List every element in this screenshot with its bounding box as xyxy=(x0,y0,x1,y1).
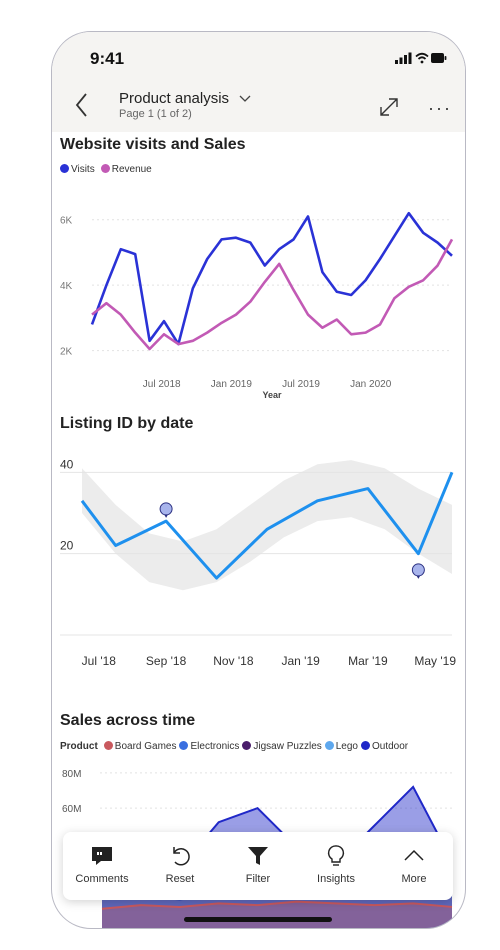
legend-item-lego[interactable]: Lego xyxy=(324,741,358,752)
expand-icon xyxy=(380,98,398,116)
legend-dot-icon xyxy=(179,741,189,750)
y-tick-label: 40 xyxy=(60,457,74,471)
filter-button[interactable]: Filter xyxy=(219,832,297,900)
legend-item-board-games[interactable]: Board Games xyxy=(103,741,176,752)
x-tick-label: May '19 xyxy=(414,654,456,668)
anomaly-marker xyxy=(411,563,425,577)
reset-label: Reset xyxy=(165,873,195,885)
x-tick-label: Sep '18 xyxy=(146,654,187,668)
comments-label: Comments xyxy=(75,873,129,885)
legend-item-visits[interactable]: Visits xyxy=(60,164,95,175)
reset-button[interactable]: Reset xyxy=(141,832,219,900)
x-tick-label: Jan '19 xyxy=(281,654,320,668)
y-tick-label: 2K xyxy=(60,347,73,358)
expected-range-band xyxy=(82,460,452,591)
phone-frame: 9:41 Product analysis xyxy=(51,31,466,929)
bottom-toolbar: Comments Reset Filter Insights xyxy=(63,832,453,900)
legend-dot-icon xyxy=(103,741,113,750)
legend-item-electronics[interactable]: Electronics xyxy=(179,741,239,752)
anomaly-marker xyxy=(159,502,173,516)
insights-label: Insights xyxy=(317,873,355,885)
y-tick-label: 20 xyxy=(60,539,74,553)
x-tick-label: Jul 2018 xyxy=(143,379,181,390)
filter-label: Filter xyxy=(245,873,271,885)
chart1-legend: Visits Revenue xyxy=(60,164,152,175)
signal-icon xyxy=(395,52,412,64)
chart3-title: Sales across time xyxy=(60,712,196,729)
x-tick-label: Mar '19 xyxy=(348,654,388,668)
more-button[interactable]: More xyxy=(375,832,453,900)
legend-dot-icon xyxy=(100,164,110,173)
x-tick-label: Nov '18 xyxy=(213,654,254,668)
y-tick-label: 80M xyxy=(62,769,81,780)
filter-icon xyxy=(248,847,268,865)
x-tick-label: Jan 2019 xyxy=(211,379,253,390)
more-label: More xyxy=(401,873,427,885)
chevron-down-icon xyxy=(239,90,251,107)
y-tick-label: 60M xyxy=(62,804,81,815)
header-bar xyxy=(52,32,465,132)
legend-item-jigsaw-puzzles[interactable]: Jigsaw Puzzles xyxy=(242,741,322,752)
status-icons xyxy=(395,51,447,70)
series-line-board-games xyxy=(101,900,453,910)
x-axis-title: Year xyxy=(262,390,282,400)
legend-dot-icon xyxy=(361,741,370,750)
series-line-visits xyxy=(90,211,453,346)
status-time: 9:41 xyxy=(90,49,125,68)
expand-button[interactable] xyxy=(376,94,402,120)
y-tick-label: 4K xyxy=(60,281,73,292)
chart1-title: Website visits and Sales xyxy=(60,136,246,153)
more-options-button[interactable]: ··· xyxy=(428,98,452,118)
insights-button[interactable]: Insights xyxy=(297,832,375,900)
report-title-dropdown[interactable]: Product analysis Page 1 (1 of 2) xyxy=(119,90,251,120)
x-tick-label: Jul 2019 xyxy=(282,379,320,390)
chart2-title: Listing ID by date xyxy=(60,415,194,432)
chart3-legend: Product Board Games Electronics Jigsaw Puz… xyxy=(60,741,411,752)
series-line xyxy=(80,471,454,580)
home-indicator xyxy=(184,917,332,922)
y-tick-label: 6K xyxy=(60,216,73,227)
chevron-left-icon xyxy=(75,93,87,117)
x-tick-label: Jul '18 xyxy=(82,654,117,668)
page-subtitle: Page 1 (1 of 2) xyxy=(119,108,192,120)
comment-icon xyxy=(92,847,112,865)
chart1-plot[interactable]: 6K 4K 2K Jul 2018 Jan 2019 Jul 2019 Jan 2020 Ye… xyxy=(52,182,465,404)
reset-icon xyxy=(173,847,190,866)
legend-item-revenue[interactable]: Revenue xyxy=(100,164,152,175)
back-button[interactable] xyxy=(72,90,92,120)
page-title: Product analysis xyxy=(119,90,230,107)
chart2-plot[interactable]: 40 20 Jul '18 Sep '18 Nov '18 Jan '19 Mar '19 M… xyxy=(52,440,465,680)
legend-dot-icon xyxy=(324,741,334,750)
x-tick-label: Jan 2020 xyxy=(350,379,392,390)
legend-title: Product xyxy=(60,741,98,752)
wifi-icon xyxy=(415,52,429,64)
comments-button[interactable]: Comments xyxy=(63,832,141,900)
series-line-revenue xyxy=(91,238,454,351)
legend-dot-icon xyxy=(60,164,69,173)
lightbulb-icon xyxy=(327,845,345,866)
chevron-up-icon xyxy=(404,849,424,861)
legend-item-outdoor[interactable]: Outdoor xyxy=(361,741,408,752)
legend-dot-icon xyxy=(242,741,252,750)
battery-icon xyxy=(431,53,447,63)
